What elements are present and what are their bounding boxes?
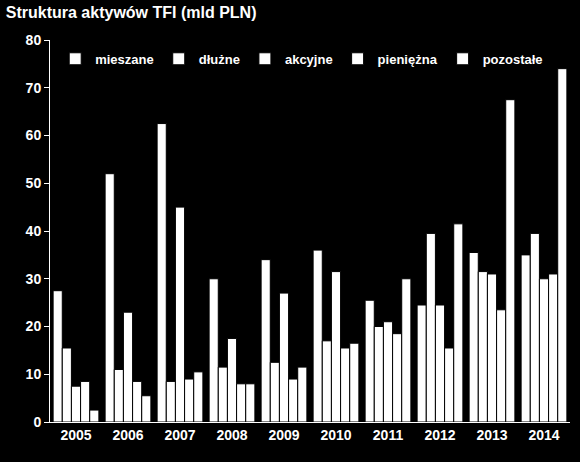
svg-text:2014: 2014 [528,427,559,443]
svg-text:30: 30 [26,271,42,287]
svg-text:80: 80 [26,32,42,48]
svg-text:pieniężna: pieniężna [378,52,438,67]
svg-text:0: 0 [33,414,41,430]
svg-text:Struktura aktywów TFI (mld PLN: Struktura aktywów TFI (mld PLN) [6,4,257,21]
svg-text:2006: 2006 [112,427,143,443]
svg-text:pozostałe: pozostałe [483,52,543,67]
svg-text:10: 10 [26,366,42,382]
svg-text:2013: 2013 [476,427,507,443]
svg-text:2011: 2011 [373,427,404,443]
svg-text:40: 40 [26,223,42,239]
svg-text:2009: 2009 [268,427,299,443]
svg-text:60: 60 [26,127,42,143]
svg-text:2012: 2012 [424,427,455,443]
svg-text:20: 20 [26,318,42,334]
svg-text:2008: 2008 [216,427,247,443]
svg-text:2005: 2005 [60,427,91,443]
svg-text:50: 50 [26,175,42,191]
svg-text:2010: 2010 [320,427,351,443]
svg-text:2007: 2007 [164,427,195,443]
svg-text:dłużne: dłużne [199,52,240,67]
svg-text:mieszane: mieszane [95,52,154,67]
svg-text:70: 70 [26,80,42,96]
svg-text:akcyjne: akcyjne [285,52,333,67]
